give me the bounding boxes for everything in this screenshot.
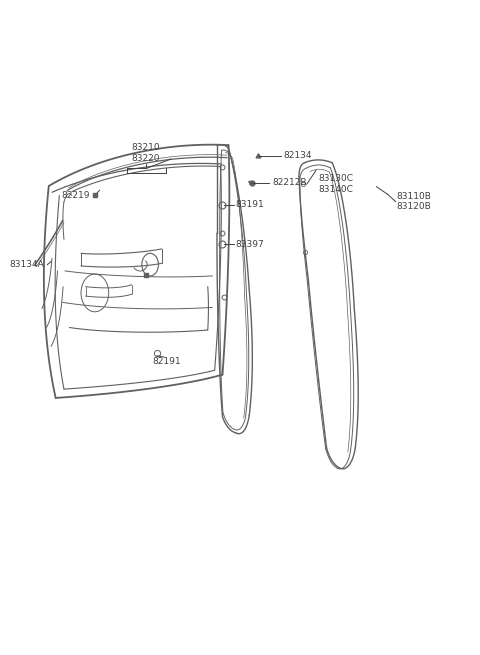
Text: 83210
83220: 83210 83220 [131, 143, 160, 162]
Text: 82212B: 82212B [272, 178, 307, 187]
Text: 83110B
83120B: 83110B 83120B [396, 192, 432, 212]
Text: 83130C
83140C: 83130C 83140C [318, 174, 353, 194]
Text: 83397: 83397 [235, 240, 264, 249]
Text: 82191: 82191 [152, 357, 180, 366]
Text: 83134A: 83134A [10, 260, 44, 269]
Text: 83191: 83191 [235, 200, 264, 210]
Text: 82219: 82219 [62, 191, 90, 200]
Text: 82134: 82134 [284, 151, 312, 160]
